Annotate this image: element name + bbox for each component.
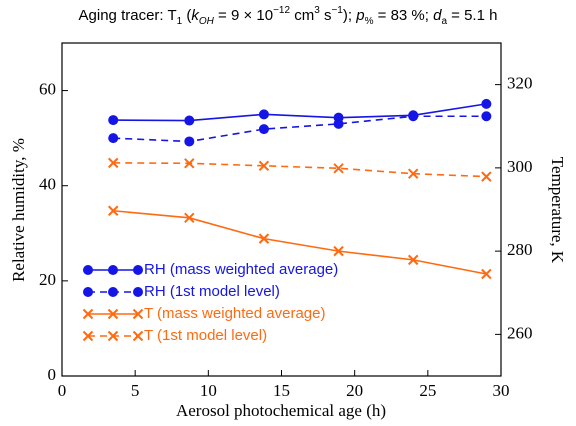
title-part: = 9 × 10 (214, 7, 273, 24)
marker (481, 111, 492, 122)
legend-marker (133, 287, 143, 297)
legend-label: RH (1st model level) (144, 283, 280, 300)
legend-label: T (mass weighted average) (144, 305, 325, 322)
y2-tick-label: 300 (507, 157, 533, 176)
marker (333, 163, 344, 174)
series-line (113, 103, 487, 122)
y2-axis-label: Temperature, K (548, 157, 567, 264)
y-tick-label: 40 (39, 175, 56, 194)
y-tick-label: 60 (39, 79, 56, 98)
title-part: Aging tracer: T (79, 7, 177, 24)
y-tick-label: 0 (48, 365, 57, 384)
series-line (113, 162, 487, 178)
title-part: ); (343, 7, 356, 24)
marker (481, 98, 492, 109)
x-tick-label: 0 (58, 381, 67, 400)
marker (408, 111, 419, 122)
marker (108, 205, 119, 216)
legend-label: RH (mass weighted average) (144, 261, 338, 278)
chart-title: Aging tracer: T1 (kOH = 9 × 10−12 cm3 s−… (79, 5, 498, 27)
x-axis-label: Aerosol photochemical age (h) (176, 401, 386, 420)
marker (108, 115, 119, 126)
marker (258, 233, 270, 244)
title-part: p (355, 7, 364, 24)
marker (184, 158, 195, 169)
marker (258, 109, 269, 120)
legend-marker (133, 265, 143, 275)
x-tick-label: 10 (200, 381, 217, 400)
x-tick-label: 25 (419, 381, 436, 400)
series-line (113, 209, 487, 275)
legend-marker (83, 265, 93, 275)
marker (481, 171, 492, 182)
y2-tick-label: 260 (507, 323, 533, 342)
title-part: OH (199, 16, 215, 27)
marker (108, 157, 119, 169)
legend-label: T (1st model level) (144, 327, 267, 344)
y-tick-label: 20 (39, 270, 56, 289)
title-part: 1 (177, 16, 183, 27)
title-part: = 83 %; (373, 7, 433, 24)
title-part: s (320, 7, 332, 24)
legend-marker (108, 265, 118, 275)
marker (108, 133, 119, 144)
marker (407, 254, 419, 266)
legend-marker (107, 330, 119, 342)
y2-tick-label: 320 (507, 74, 533, 93)
title-part: d (433, 7, 442, 24)
legend-marker (82, 330, 94, 342)
marker (258, 124, 269, 135)
x-tick-label: 15 (273, 381, 290, 400)
title-part: a (441, 16, 447, 27)
y2-tick-label: 280 (507, 240, 533, 259)
title-part: % (365, 16, 374, 27)
legend-marker (83, 287, 93, 297)
marker (184, 115, 195, 126)
series-line (113, 115, 487, 143)
title-part: = 5.1 h (447, 7, 497, 24)
marker (407, 168, 419, 179)
legend-marker (82, 308, 94, 320)
title-part: k (191, 7, 200, 24)
y-axis-label: Relative humidity, % (9, 138, 28, 282)
title-part: ( (182, 7, 191, 24)
marker (184, 212, 195, 224)
legend-marker (132, 308, 144, 320)
title-part: −1 (331, 5, 343, 16)
title-part: −12 (273, 5, 290, 16)
legend-marker (108, 287, 118, 297)
x-tick-label: 30 (493, 381, 510, 400)
legend-marker (107, 308, 119, 320)
marker (258, 160, 270, 172)
plot-frame (61, 42, 502, 377)
x-tick-label: 20 (346, 381, 363, 400)
x-tick-label: 5 (131, 381, 140, 400)
title-part: 3 (314, 5, 320, 16)
marker (481, 268, 492, 280)
marker (333, 245, 344, 257)
marker (333, 118, 344, 129)
marker (184, 136, 195, 147)
legend-marker (132, 330, 144, 342)
title-part: cm (290, 7, 314, 24)
